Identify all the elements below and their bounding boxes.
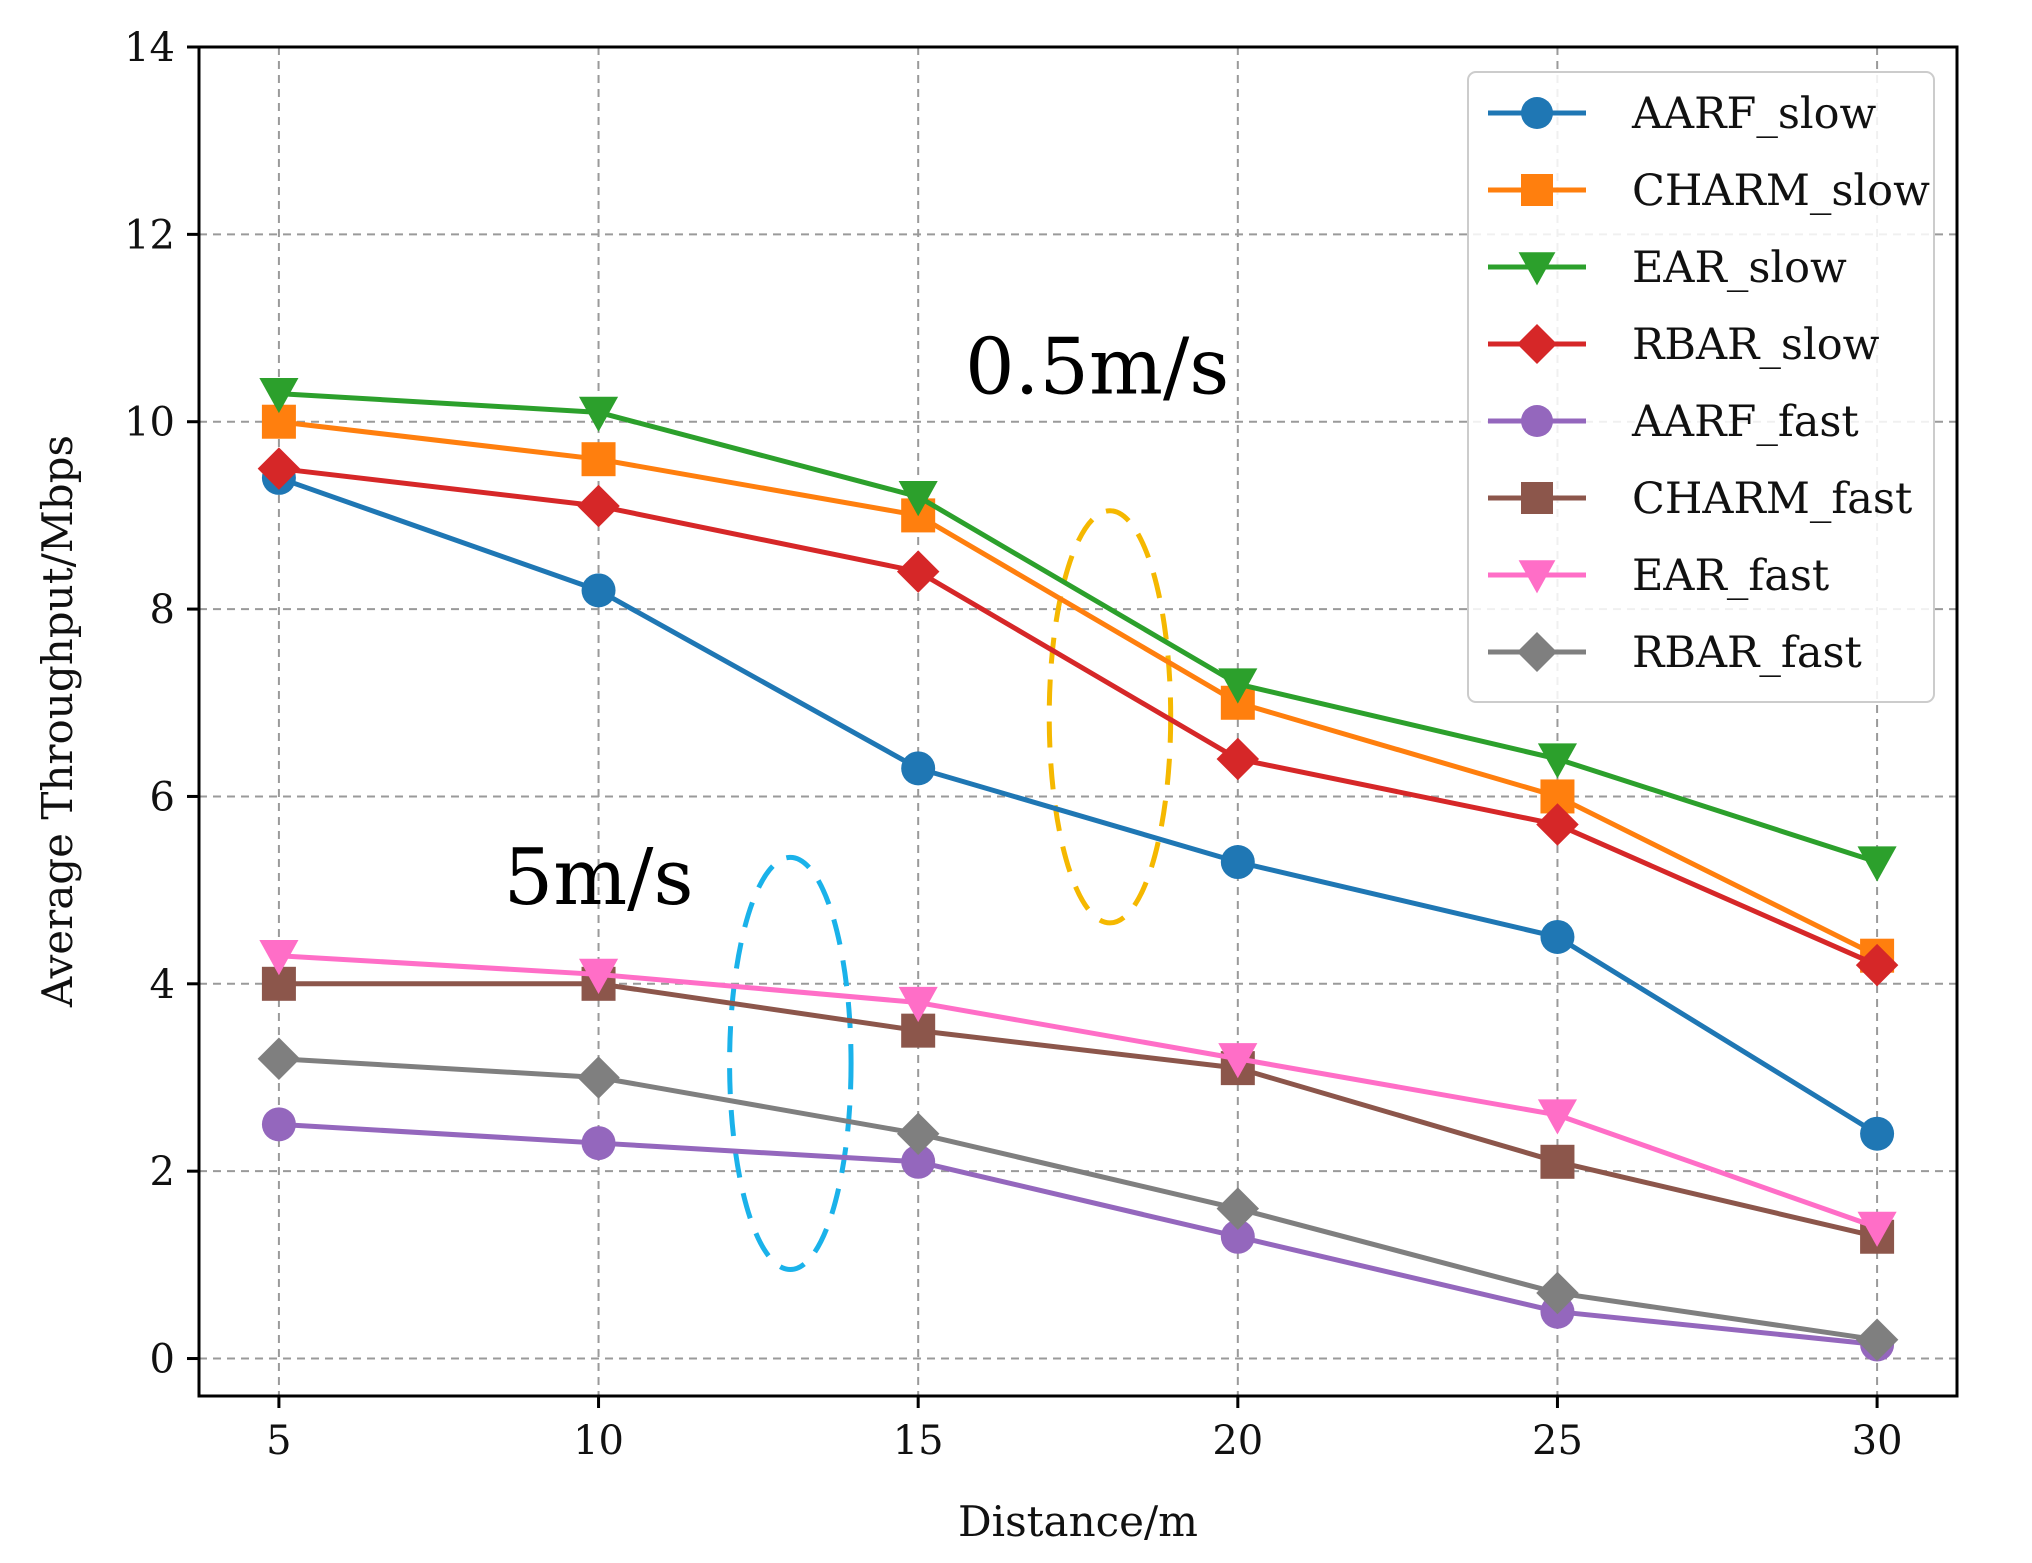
legend-marker [1521, 174, 1553, 206]
legend-label: EAR_fast [1632, 551, 1829, 601]
legend-marker [1518, 560, 1556, 594]
data-point [577, 484, 620, 528]
data-point [1536, 803, 1579, 846]
data-point [261, 1107, 296, 1142]
legend-label: RBAR_slow [1632, 320, 1880, 370]
series-ear-fast [259, 940, 1897, 1247]
legend-item: AARF_slow [1488, 89, 1877, 139]
series-ear-slow [259, 377, 1897, 882]
series-line [278, 1121, 1878, 1347]
data-point [1218, 1043, 1258, 1079]
y-tick-label: 12 [124, 212, 175, 258]
data-point [1220, 1219, 1255, 1254]
x-tick-label: 20 [1212, 1418, 1263, 1464]
x-tick-label: 15 [893, 1418, 944, 1464]
data-point [1537, 1099, 1578, 1135]
axis-ticks: 5 10 15 20 25 30 0 2 4 6 8 10 12 14 [124, 25, 1902, 1464]
annotation-ellipse [727, 854, 854, 1273]
series-line [278, 953, 1878, 1230]
annotation-label: 5m/s [504, 833, 694, 923]
y-tick-label: 4 [150, 962, 175, 1008]
plot-frame [197, 45, 1959, 1398]
series-lines [257, 377, 1899, 1362]
data-point [581, 1126, 616, 1161]
y-tick-label: 8 [150, 587, 175, 633]
legend-marker [1517, 324, 1557, 364]
data-point [896, 1112, 940, 1155]
x-tick-label: 30 [1852, 1418, 1903, 1464]
legend-marker [1518, 252, 1556, 286]
data-point [1860, 1116, 1895, 1151]
x-tick-label: 25 [1532, 1418, 1583, 1464]
series-rbar-slow [257, 447, 1899, 987]
data-point [898, 986, 938, 1023]
legend-label: CHARM_slow [1632, 166, 1930, 216]
y-tick-label: 6 [150, 774, 175, 820]
data-point [901, 751, 936, 786]
annotation-label: 0.5m/s [965, 323, 1229, 413]
data-point [581, 442, 616, 477]
legend-item: AARF_fast [1488, 397, 1859, 447]
data-point [1218, 668, 1258, 704]
data-point [1537, 743, 1578, 779]
legend: AARF_slow CHARM_slow EAR_slow RBAR_slow AARF… [1467, 71, 1935, 703]
legend-item: EAR_slow [1488, 243, 1847, 293]
data-point [1536, 1271, 1579, 1315]
data-point [257, 447, 301, 490]
legend-marker [1521, 97, 1553, 129]
data-point [1855, 1318, 1899, 1362]
legend-label: AARF_fast [1631, 397, 1859, 447]
series-line [278, 391, 1878, 865]
data-point [1540, 919, 1575, 954]
series-line [278, 981, 1878, 1240]
data-point [901, 1144, 936, 1179]
legend-marker [1521, 405, 1553, 437]
legend-label: EAR_slow [1632, 243, 1847, 293]
data-point [257, 1037, 301, 1080]
series-aarf-fast [261, 1107, 1895, 1362]
y-tick-label: 0 [150, 1337, 175, 1383]
data-point [1540, 1144, 1575, 1179]
data-point [1857, 846, 1897, 882]
data-point [578, 958, 619, 994]
data-point [578, 396, 619, 432]
data-point [581, 573, 616, 608]
series-rbar-fast [257, 1037, 1899, 1362]
data-point [577, 1056, 620, 1099]
data-point [896, 550, 940, 593]
x-tick-label: 5 [266, 1418, 291, 1464]
x-axis-title: Distance/m [958, 1497, 1198, 1546]
data-point [1216, 1187, 1260, 1230]
data-point [259, 940, 299, 976]
legend-box [1467, 71, 1935, 703]
data-point [1857, 1211, 1897, 1247]
y-axis-title: Average Throughput/Mbps [33, 435, 82, 1008]
legend-label: CHARM_fast [1632, 474, 1912, 524]
y-tick-label: 2 [150, 1149, 175, 1195]
legend-item: CHARM_slow [1488, 166, 1930, 216]
x-tick-label: 10 [573, 1418, 624, 1464]
legend-marker [1517, 632, 1557, 672]
legend-label: AARF_slow [1631, 89, 1877, 139]
legend-item: RBAR_fast [1488, 628, 1862, 678]
data-point [898, 481, 938, 517]
legend-item: EAR_fast [1488, 551, 1829, 601]
data-point [1216, 737, 1260, 781]
legend-marker [1521, 482, 1553, 514]
annotations: 0.5m/s 5m/s [504, 323, 1230, 924]
series-line [278, 466, 1879, 968]
data-point [1220, 845, 1255, 880]
legend-item: CHARM_fast [1488, 474, 1912, 524]
series-line [278, 1056, 1878, 1343]
grid [199, 47, 1957, 1396]
y-tick-label: 10 [124, 400, 175, 446]
data-point [259, 377, 299, 414]
series-line [278, 475, 1879, 1136]
y-tick-label: 14 [124, 25, 175, 71]
series-line [278, 419, 1879, 958]
data-point [1855, 943, 1899, 987]
legend-label: RBAR_fast [1632, 628, 1862, 678]
legend-item: RBAR_slow [1488, 320, 1880, 370]
